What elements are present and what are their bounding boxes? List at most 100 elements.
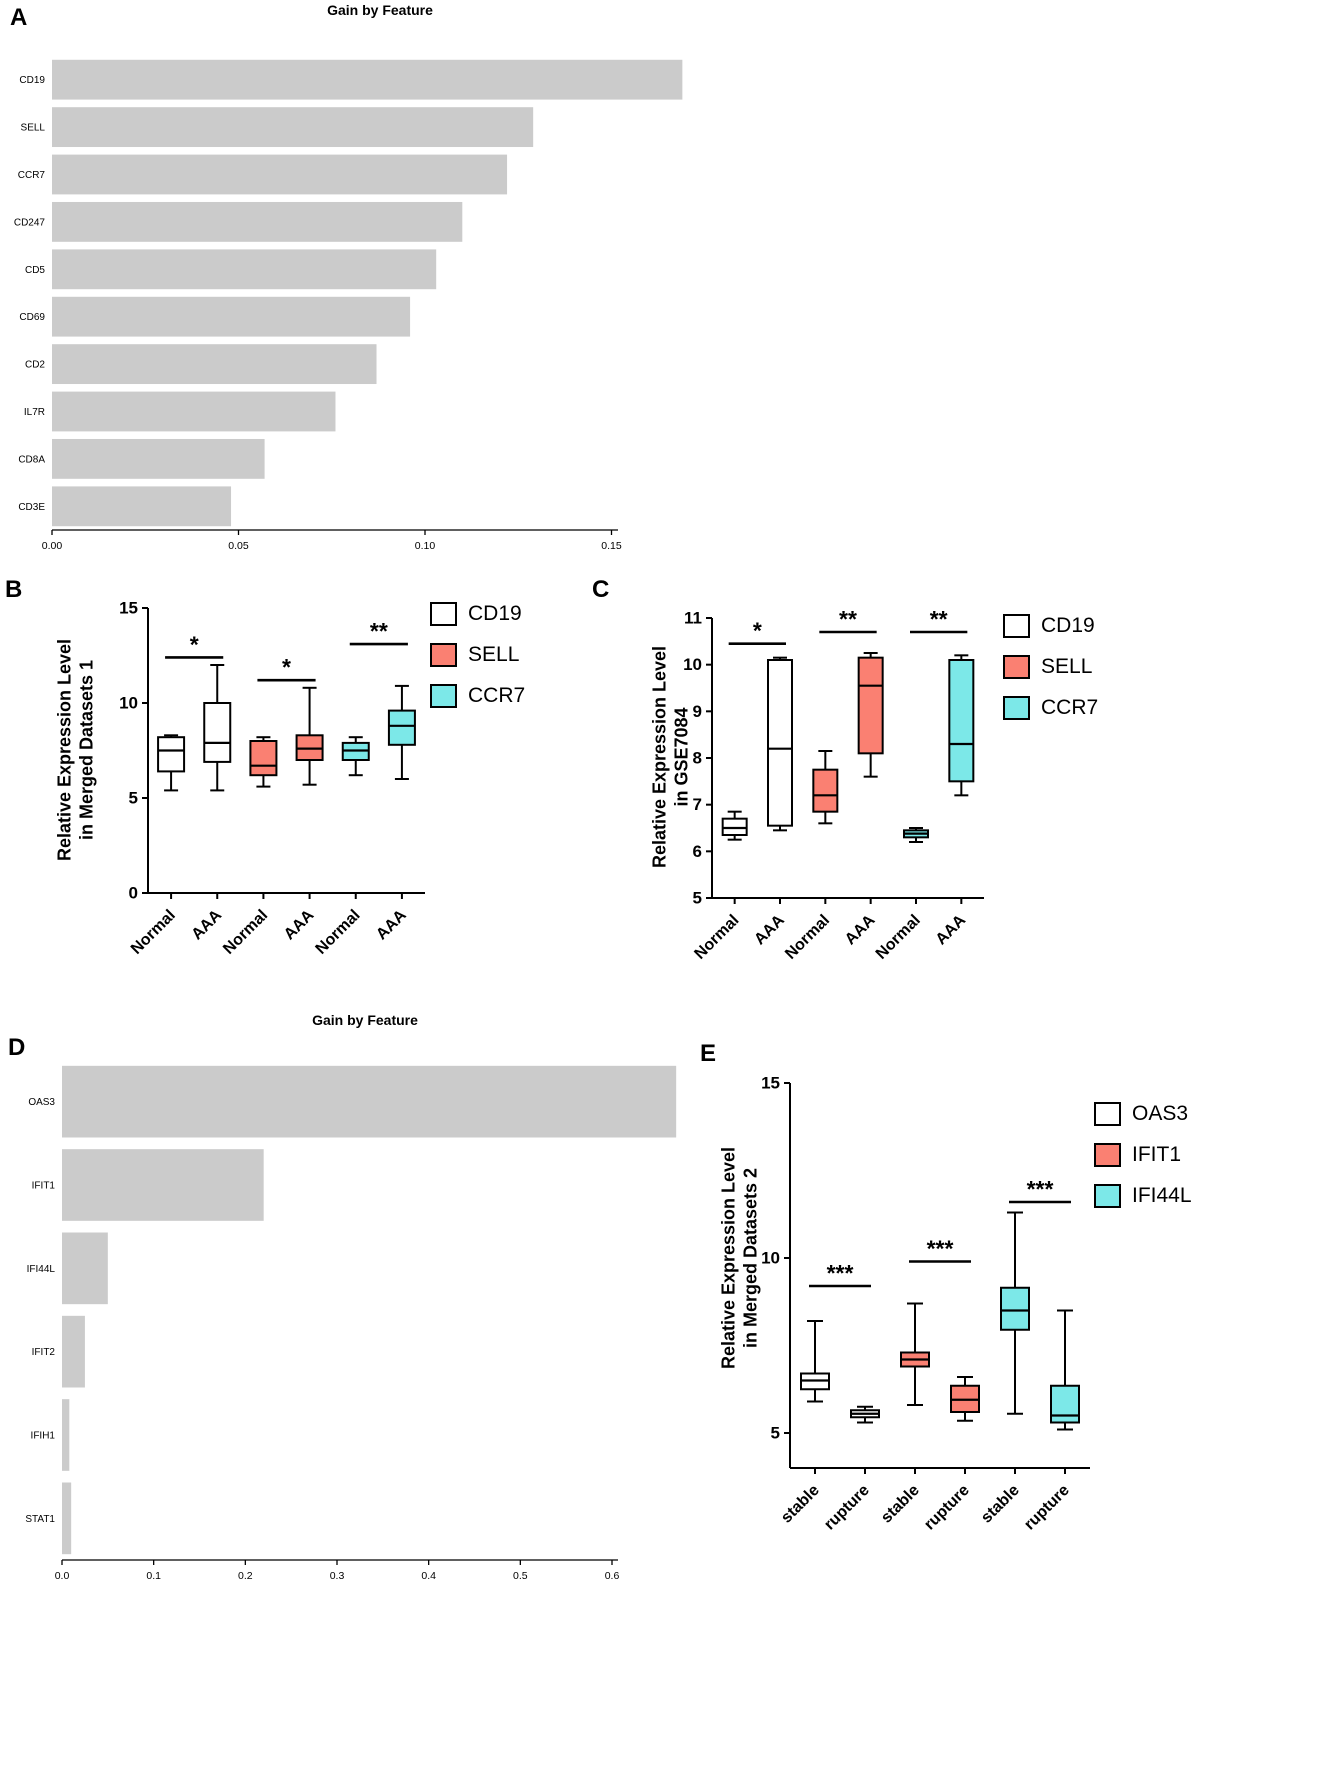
- svg-text:10: 10: [120, 694, 138, 713]
- legend-item-oas3: OAS3: [1094, 1102, 1192, 1126]
- legend-e: OAS3 IFIT1 IFI44L: [1094, 1102, 1192, 1208]
- legend-label-ccr7: CCR7: [468, 684, 526, 707]
- svg-text:rupture: rupture: [821, 1482, 873, 1534]
- svg-text:AAA: AAA: [373, 906, 410, 943]
- svg-text:STAT1: STAT1: [25, 1514, 55, 1525]
- svg-text:CD247: CD247: [14, 217, 46, 228]
- svg-text:8: 8: [693, 749, 702, 768]
- legend-item-ccr7: CCR7: [430, 684, 525, 708]
- legend-label-cd19: CD19: [1041, 614, 1095, 637]
- legend-swatch-sell: [430, 643, 457, 667]
- chart-b-y-axis-label: Relative Expression Level in Merged Data…: [54, 639, 97, 861]
- legend-item-sell: SELL: [1003, 655, 1098, 679]
- chart-a-title: Gain by Feature: [327, 2, 433, 18]
- svg-text:0.10: 0.10: [415, 540, 436, 552]
- svg-text:0.05: 0.05: [228, 540, 249, 552]
- legend-swatch-oas3: [1094, 1102, 1121, 1126]
- gain-by-feature-bar-chart-a: CD19 SELL CCR7 CD247 CD5 CD69 CD2 IL7R CD8A CD3E 0…: [14, 59, 683, 552]
- svg-text:15: 15: [761, 1074, 780, 1093]
- svg-text:stable: stable: [878, 1482, 923, 1527]
- svg-text:CD2: CD2: [25, 360, 45, 371]
- chart-d-title: Gain by Feature: [312, 1012, 418, 1028]
- svg-text:7: 7: [693, 795, 702, 814]
- legend-swatch-ifi44l: [1094, 1184, 1121, 1208]
- panel-label-a: A: [10, 4, 28, 31]
- svg-text:Normal: Normal: [128, 907, 179, 958]
- svg-text:OAS3: OAS3: [28, 1097, 55, 1108]
- legend-item-cd19: CD19: [430, 602, 525, 626]
- svg-text:AAA: AAA: [189, 906, 226, 943]
- svg-text:IFIT2: IFIT2: [32, 1347, 56, 1358]
- svg-text:10: 10: [761, 1249, 780, 1268]
- legend-label-ifi44l: IFI44L: [1132, 1184, 1192, 1207]
- panel-label-b: B: [5, 576, 23, 603]
- svg-text:***: ***: [827, 1260, 854, 1286]
- svg-text:5: 5: [693, 889, 702, 908]
- svg-text:Normal: Normal: [313, 907, 364, 958]
- legend-swatch-cd19: [1003, 614, 1030, 638]
- legend-label-cd19: CD19: [468, 602, 522, 625]
- svg-text:AAA: AAA: [281, 906, 318, 943]
- chart-b-y-axis-label-line1: Relative Expression Level: [54, 638, 75, 862]
- svg-text:0.0: 0.0: [55, 1570, 70, 1582]
- svg-text:CD69: CD69: [19, 312, 45, 323]
- legend-item-ifi44l: IFI44L: [1094, 1184, 1192, 1208]
- svg-text:5: 5: [129, 789, 138, 808]
- svg-text:Normal: Normal: [873, 912, 924, 963]
- svg-text:rupture: rupture: [921, 1482, 973, 1534]
- legend-label-sell: SELL: [1041, 655, 1093, 678]
- legend-item-cd19: CD19: [1003, 614, 1098, 638]
- svg-text:11: 11: [684, 609, 702, 628]
- svg-text:Normal: Normal: [782, 912, 833, 963]
- svg-text:**: **: [839, 606, 857, 632]
- svg-text:15: 15: [120, 599, 138, 618]
- svg-text:stable: stable: [978, 1482, 1023, 1527]
- legend-item-ccr7: CCR7: [1003, 696, 1098, 720]
- svg-text:Normal: Normal: [691, 912, 742, 963]
- svg-text:rupture: rupture: [1021, 1482, 1073, 1534]
- svg-text:*: *: [753, 618, 762, 644]
- svg-text:10: 10: [683, 655, 702, 674]
- svg-text:CD8A: CD8A: [18, 454, 45, 465]
- svg-text:0: 0: [129, 884, 138, 903]
- legend-swatch-ccr7: [430, 684, 457, 708]
- legend-swatch-cd19: [430, 602, 457, 626]
- svg-text:CD5: CD5: [25, 265, 45, 276]
- svg-text:IFIH1: IFIH1: [31, 1431, 56, 1442]
- svg-text:***: ***: [927, 1236, 954, 1262]
- panel-label-c: C: [592, 576, 610, 603]
- svg-text:IL7R: IL7R: [24, 407, 45, 418]
- svg-text:***: ***: [1027, 1176, 1054, 1202]
- chart-b-y-axis-label-line2: in Merged Datasets 1: [76, 659, 96, 841]
- svg-text:0.15: 0.15: [601, 540, 622, 552]
- legend-label-oas3: OAS3: [1132, 1102, 1189, 1125]
- svg-text:CD19: CD19: [19, 75, 45, 86]
- legend-item-sell: SELL: [430, 643, 525, 667]
- legend-b: CD19 SELL CCR7: [430, 602, 525, 708]
- svg-text:stable: stable: [778, 1482, 823, 1527]
- svg-text:0.2: 0.2: [238, 1570, 253, 1582]
- svg-text:**: **: [930, 606, 948, 632]
- svg-text:SELL: SELL: [21, 123, 46, 134]
- legend-c: CD19 SELL CCR7: [1003, 614, 1098, 720]
- svg-text:0.6: 0.6: [605, 1570, 620, 1582]
- svg-text:CD3E: CD3E: [18, 502, 45, 513]
- legend-label-ccr7: CCR7: [1041, 696, 1099, 719]
- svg-text:0.4: 0.4: [421, 1570, 436, 1582]
- svg-text:IFI44L: IFI44L: [27, 1264, 56, 1275]
- svg-text:IFIT1: IFIT1: [32, 1181, 56, 1192]
- gain-by-feature-bar-chart-d: OAS3 IFIT1 IFI44L IFIT2 IFIH1 STAT1 0.0 0.1 0.2 0…: [25, 1065, 677, 1582]
- panel-label-d: D: [8, 1034, 26, 1061]
- legend-label-ifit1: IFIT1: [1132, 1143, 1182, 1166]
- svg-text:Normal: Normal: [220, 907, 271, 958]
- svg-text:0.3: 0.3: [330, 1570, 345, 1582]
- legend-swatch-ccr7: [1003, 696, 1030, 720]
- svg-text:AAA: AAA: [751, 911, 788, 948]
- svg-text:9: 9: [693, 702, 702, 721]
- svg-text:**: **: [370, 618, 388, 644]
- legend-swatch-ifit1: [1094, 1143, 1121, 1167]
